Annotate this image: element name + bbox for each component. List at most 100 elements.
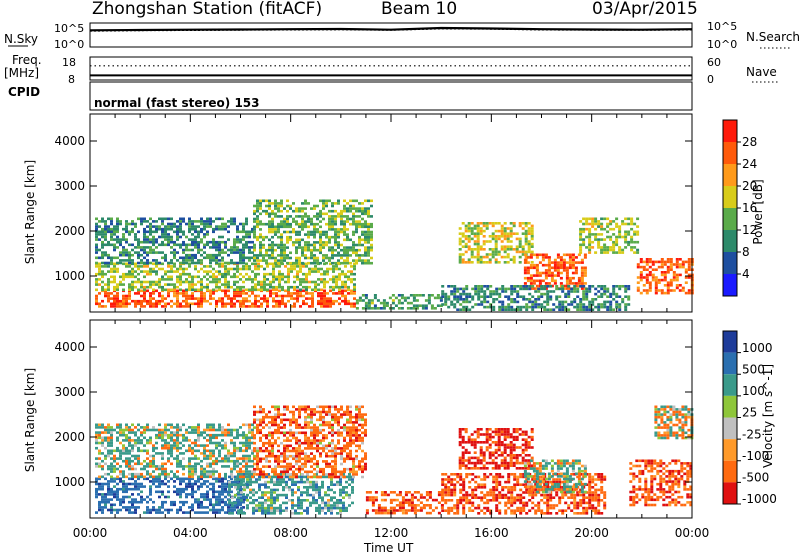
power-cell [269,286,272,289]
power-cell [551,261,554,264]
velocity-cell [252,489,255,492]
velocity-cell [128,465,131,468]
velocity-cell [291,494,294,497]
power-cell [624,236,627,239]
power-cell [116,220,119,223]
power-cell [352,205,355,208]
velocity-cell [173,476,176,479]
power-cell [340,228,343,231]
velocity-cell [245,442,248,445]
power-cell [477,261,480,264]
velocity-cell [119,452,122,455]
velocity-cell [101,506,104,509]
power-cell [221,265,224,268]
power-cell [637,276,640,279]
velocity-cell [182,439,185,442]
power-cell [191,249,194,252]
power-cell [104,273,107,276]
velocity-cell [131,488,134,491]
power-cell [278,300,281,303]
power-cell [101,231,104,234]
velocity-cell [291,504,294,507]
power-cell [131,276,134,279]
power-cell [301,207,304,210]
velocity-cell [240,491,243,494]
power-cell [576,303,579,306]
power-cell [483,306,486,309]
velocity-cell [173,485,176,488]
velocity-cell [265,416,268,419]
velocity-cell [200,473,203,476]
power-cell [176,225,179,228]
power-cell [113,257,116,260]
power-cell [98,231,101,234]
power-cell [621,251,624,254]
velocity-cell [294,481,297,484]
velocity-cell [339,502,342,505]
power-cell [364,213,367,216]
velocity-cell [170,426,173,429]
power-cell [612,246,615,249]
power-cell [545,282,548,285]
power-cell [203,220,206,223]
power-cell [275,278,278,281]
power-cell [281,297,284,300]
power-cell [661,271,664,274]
power-cell [206,225,209,228]
power-cell [545,277,548,280]
velocity-cell [267,496,270,499]
power-cell [274,244,277,247]
power-cell [167,225,170,228]
power-cell [164,236,167,239]
power-cell [649,287,652,290]
power-cell [95,238,98,241]
power-cell [594,251,597,254]
power-cell [194,236,197,239]
velocity-cell [164,468,167,471]
velocity-cell [164,470,167,473]
velocity-cell [161,447,164,450]
velocity-cell [194,473,197,476]
velocity-cell [239,476,242,479]
power-cell [549,298,552,301]
velocity-cell [161,429,164,432]
velocity-cell [267,512,270,515]
power-cell [548,274,551,277]
velocity-cell [315,499,318,502]
power-cell [566,274,569,277]
velocity-cell [259,406,262,409]
power-cell [236,241,239,244]
power-cell [537,306,540,309]
power-cell [609,303,612,306]
power-cell [140,295,143,298]
power-cell [314,281,317,284]
power-cell [164,228,167,231]
power-cell [268,228,271,231]
power-cell [304,207,307,210]
velocity-cell [221,465,224,468]
power-cell [395,304,398,307]
power-cell [179,273,182,276]
velocity-cell [197,444,200,447]
power-cell [313,241,316,244]
power-cell [649,266,652,269]
power-cell [346,236,349,239]
power-cell [552,290,555,293]
power-cell [352,215,355,218]
power-cell [606,251,609,254]
power-cell [215,244,218,247]
power-cell [597,220,600,223]
power-cell [191,295,194,298]
power-cell [581,259,584,262]
power-cell [530,274,533,277]
power-cell [254,305,257,308]
velocity-cell [252,507,255,510]
power-cell [107,218,110,221]
power-cell [179,225,182,228]
power-cell [122,233,125,236]
power-cell [188,254,191,257]
power-cell [374,294,377,297]
power-cell [480,227,483,230]
power-cell [113,265,116,268]
power-cell [215,281,218,284]
